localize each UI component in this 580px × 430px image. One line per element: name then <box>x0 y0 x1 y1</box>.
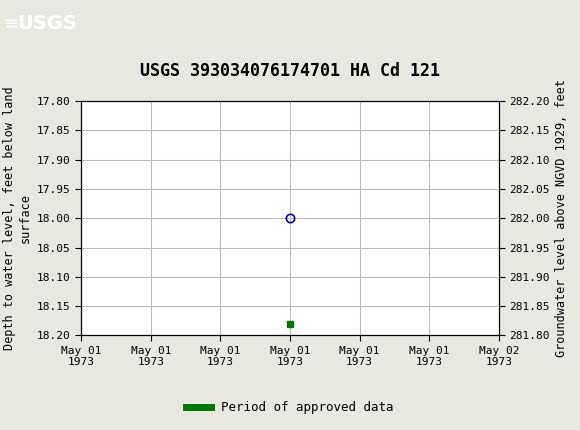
Text: USGS 393034076174701 HA Cd 121: USGS 393034076174701 HA Cd 121 <box>140 62 440 80</box>
Legend: Period of approved data: Period of approved data <box>181 396 399 419</box>
Y-axis label: Depth to water level, feet below land
surface: Depth to water level, feet below land su… <box>3 86 31 350</box>
Text: USGS: USGS <box>17 14 77 33</box>
Text: ≡: ≡ <box>3 15 18 33</box>
Y-axis label: Groundwater level above NGVD 1929, feet: Groundwater level above NGVD 1929, feet <box>555 79 568 357</box>
